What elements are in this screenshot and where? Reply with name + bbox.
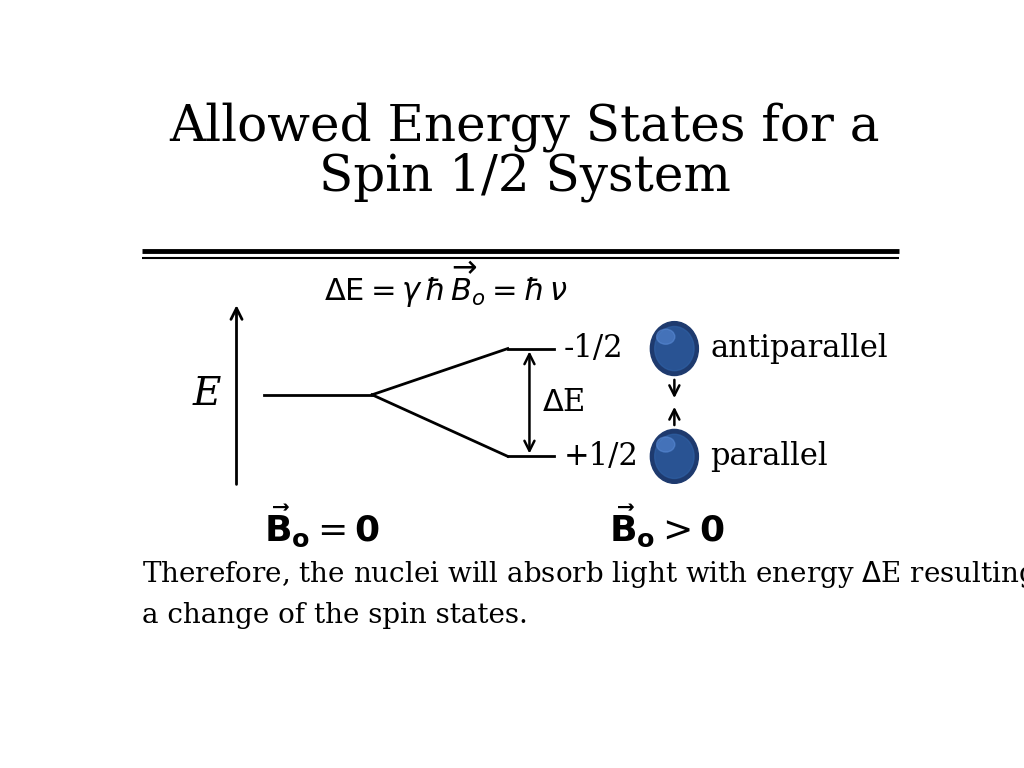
Text: parallel: parallel [710,441,827,472]
Ellipse shape [656,437,675,452]
Ellipse shape [650,429,698,483]
Text: Therefore, the nuclei will absorb light with energy $\Delta$E resulting in
a cha: Therefore, the nuclei will absorb light … [142,559,1024,630]
Text: Spin 1/2 System: Spin 1/2 System [318,152,731,202]
Ellipse shape [654,434,694,478]
Text: E: E [193,376,221,413]
Text: $\mathbf{\vec{B}}_{\mathbf{o}} > \mathbf{0}$: $\mathbf{\vec{B}}_{\mathbf{o}} > \mathbf… [608,502,725,549]
Text: $\Delta$E: $\Delta$E [542,387,585,418]
Ellipse shape [654,326,694,371]
Text: $\mathbf{\vec{B}}_{\mathbf{o}} = \mathbf{0}$: $\mathbf{\vec{B}}_{\mathbf{o}} = \mathbf… [264,502,380,549]
Text: +1/2: +1/2 [563,441,638,472]
Text: -1/2: -1/2 [563,333,624,364]
Ellipse shape [656,329,675,344]
Ellipse shape [650,322,698,376]
Text: antiparallel: antiparallel [710,333,888,364]
Text: Allowed Energy States for a: Allowed Energy States for a [170,102,880,152]
Text: $\Delta\mathrm{E} = \gamma\,\hbar\,\overrightarrow{B}_o = \hbar\,\nu$: $\Delta\mathrm{E} = \gamma\,\hbar\,\over… [324,260,567,310]
